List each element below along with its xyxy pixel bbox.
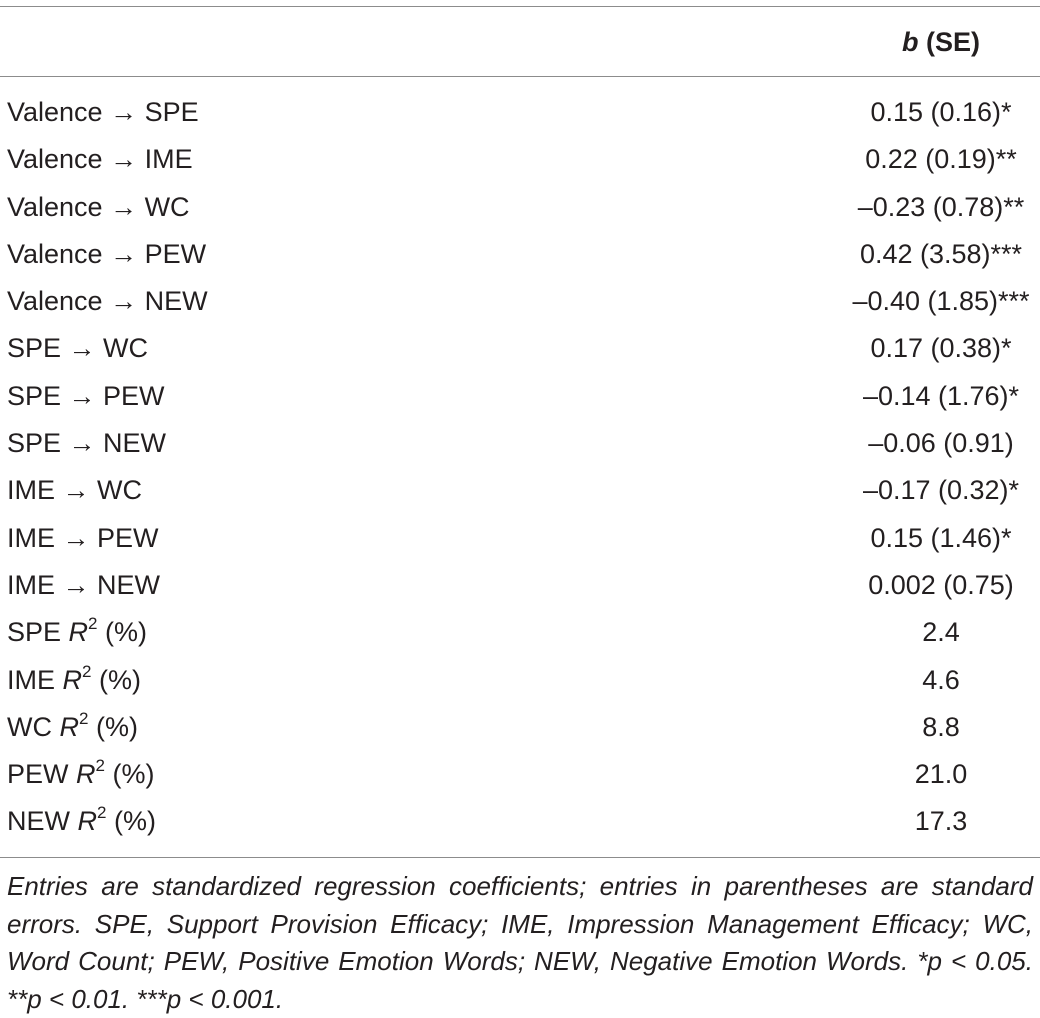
r-squared-row: WC R2 (%) 8.8 xyxy=(0,704,1040,751)
bottom-rule xyxy=(0,857,1040,858)
top-rule xyxy=(0,6,1040,7)
table-row: Valence → IME 0.22 (0.19)** xyxy=(0,136,1040,183)
row-label: IME → PEW xyxy=(7,522,159,553)
row-label-suffix: (%) xyxy=(106,806,156,837)
row-value: 0.002 (0.75) xyxy=(868,569,1014,600)
table-row: IME → PEW 0.15 (1.46)* xyxy=(0,515,1040,562)
row-label: SPE → WC xyxy=(7,333,149,364)
table-row: IME → WC –0.17 (0.32)* xyxy=(0,467,1040,514)
row-label: IME R2 (%) xyxy=(7,657,141,704)
row-value: 0.22 (0.19)** xyxy=(865,144,1017,175)
row-label: NEW R2 (%) xyxy=(7,798,156,845)
row-label-prefix: SPE xyxy=(7,617,69,648)
row-label-suffix: (%) xyxy=(97,617,147,648)
row-label: WC R2 (%) xyxy=(7,704,138,751)
r-symbol: R xyxy=(59,711,79,742)
row-value: –0.23 (0.78)** xyxy=(857,191,1025,222)
table-row: Valence → WC –0.23 (0.78)** xyxy=(0,184,1040,231)
row-label: SPE → NEW xyxy=(7,428,167,459)
row-label: Valence → WC xyxy=(7,191,190,222)
row-label: IME → WC xyxy=(7,475,142,506)
table-row: SPE → NEW –0.06 (0.91) xyxy=(0,420,1040,467)
row-label: Valence → NEW xyxy=(7,286,208,317)
row-value: –0.17 (0.32)* xyxy=(862,475,1020,506)
r-superscript: 2 xyxy=(82,661,92,681)
r-squared-row: PEW R2 (%) 21.0 xyxy=(0,751,1040,798)
r-symbol: R xyxy=(62,664,83,695)
r-squared-row: NEW R2 (%) 17.3 xyxy=(0,798,1040,845)
row-value: –0.06 (0.91) xyxy=(868,428,1014,459)
row-value: 0.42 (3.58)*** xyxy=(859,238,1023,269)
row-value: 0.17 (0.38)* xyxy=(870,333,1012,364)
row-label: Valence → PEW xyxy=(7,238,207,269)
row-value: 17.3 xyxy=(914,806,968,837)
r-symbol: R xyxy=(77,806,98,837)
row-value: –0.40 (1.85)*** xyxy=(852,286,1030,317)
row-label: IME → NEW xyxy=(7,569,160,600)
row-value: 4.6 xyxy=(922,664,960,695)
r-superscript: 2 xyxy=(95,756,105,776)
row-label: Valence → SPE xyxy=(7,97,199,127)
row-value: 2.4 xyxy=(922,617,960,648)
column-header-b-se: b (SE) xyxy=(820,24,1040,60)
row-label-suffix: (%) xyxy=(104,759,155,790)
row-value: 21.0 xyxy=(914,759,968,790)
row-value: 8.8 xyxy=(922,711,960,742)
table-row: Valence → NEW –0.40 (1.85)*** xyxy=(0,278,1040,325)
row-value: 0.15 (1.46)* xyxy=(870,522,1012,553)
r-symbol: R xyxy=(76,759,96,790)
row-label-prefix: WC xyxy=(7,711,60,742)
table-body: Valence → SPE 0.15 (0.16)* Valence → IME… xyxy=(0,89,1040,846)
row-label: SPE R2 (%) xyxy=(7,609,147,656)
r-symbol: R xyxy=(68,617,89,648)
column-header-b: b xyxy=(901,27,919,57)
row-label: Valence → IME xyxy=(7,144,193,175)
r-squared-row: IME R2 (%) 4.6 xyxy=(0,657,1040,704)
row-label: PEW R2 (%) xyxy=(7,751,154,798)
row-label-suffix: (%) xyxy=(88,711,138,742)
row-label-prefix: IME xyxy=(7,664,63,695)
row-label-prefix: PEW xyxy=(7,759,77,790)
row-label-prefix: NEW xyxy=(7,806,78,837)
row-label-suffix: (%) xyxy=(91,664,141,695)
r-squared-row: SPE R2 (%) 2.4 xyxy=(0,609,1040,656)
table-row: IME → NEW 0.002 (0.75) xyxy=(0,562,1040,609)
r-superscript: 2 xyxy=(78,708,89,728)
header-rule xyxy=(0,76,1040,77)
table-row: SPE → WC 0.17 (0.38)* xyxy=(0,325,1040,372)
r-superscript: 2 xyxy=(88,614,98,634)
r-superscript: 2 xyxy=(97,803,107,823)
table-footnote: Entries are standardized regression coef… xyxy=(7,871,1033,1014)
column-header-se: (SE) xyxy=(918,27,980,57)
row-value: –0.14 (1.76)* xyxy=(862,380,1020,411)
row-label: SPE → PEW xyxy=(7,380,165,411)
table-row: Valence → SPE 0.15 (0.16)* xyxy=(0,89,1040,136)
table-row: Valence → PEW 0.42 (3.58)*** xyxy=(0,231,1040,278)
table-row: SPE → PEW –0.14 (1.76)* xyxy=(0,373,1040,420)
row-value: 0.15 (0.16)* xyxy=(870,97,1012,127)
